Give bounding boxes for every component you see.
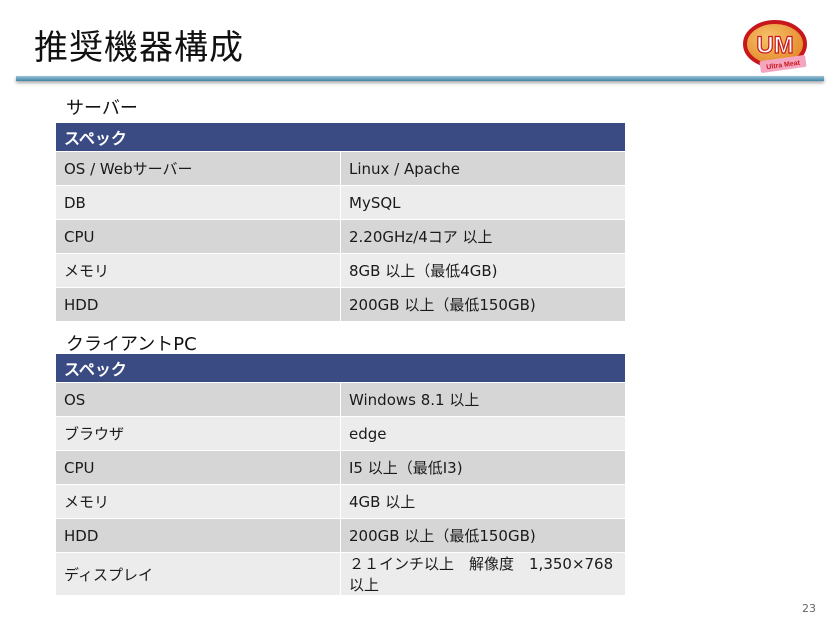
server-spec-header: スペック [56, 123, 625, 152]
spec-item: メモリ [56, 253, 341, 288]
spec-value: 200GB 以上（最低150GB) [340, 518, 625, 553]
spec-value: Windows 8.1 以上 [340, 382, 625, 417]
table-row: HDD 200GB 以上（最低150GB) [56, 518, 625, 553]
client-spec-header: スペック [56, 354, 625, 383]
spec-item: CPU [56, 450, 341, 485]
spec-item: HDD [56, 287, 341, 322]
table-row: OS / Webサーバー Linux / Apache [56, 151, 625, 186]
spec-value: 4GB 以上 [340, 484, 625, 519]
server-section-label: サーバー [66, 98, 138, 119]
spec-value: 2.20GHz/4コア 以上 [340, 219, 625, 254]
spec-value: Linux / Apache [340, 151, 625, 186]
spec-value: MySQL [340, 185, 625, 220]
svg-text:Ultra Meat: Ultra Meat [766, 60, 801, 72]
table-row: ディスプレイ ２１インチ以上 解像度 1,350×768以上 [56, 552, 625, 596]
spec-item: OS [56, 382, 341, 417]
table-row: HDD 200GB 以上（最低150GB) [56, 287, 625, 322]
svg-text:UM: UM [756, 32, 793, 59]
slide-title: 推奨機器構成 [34, 28, 244, 68]
client-spec-table: スペック OS Windows 8.1 以上 ブラウザ edge CPU I5 … [56, 354, 625, 596]
client-section-label: クライアントPC [66, 334, 197, 355]
spec-item: HDD [56, 518, 341, 553]
table-row: CPU 2.20GHz/4コア 以上 [56, 219, 625, 254]
page-number: 23 [802, 602, 816, 615]
spec-item: ブラウザ [56, 416, 341, 451]
title-divider [16, 76, 824, 81]
spec-value: edge [340, 416, 625, 451]
spec-item: OS / Webサーバー [56, 151, 341, 186]
table-row: メモリ 8GB 以上（最低4GB) [56, 253, 625, 288]
spec-item: DB [56, 185, 341, 220]
ultra-meat-logo: UM Ultra Meat [743, 20, 807, 73]
spec-value: 200GB 以上（最低150GB) [340, 287, 625, 322]
spec-value: ２１インチ以上 解像度 1,350×768以上 [340, 552, 625, 596]
spec-item: ディスプレイ [56, 552, 341, 596]
spec-value: 8GB 以上（最低4GB) [340, 253, 625, 288]
table-row: メモリ 4GB 以上 [56, 484, 625, 519]
server-spec-table: スペック OS / Webサーバー Linux / Apache DB MySQ… [56, 123, 625, 322]
table-row: CPU I5 以上（最低I3) [56, 450, 625, 485]
spec-item: メモリ [56, 484, 341, 519]
table-row: ブラウザ edge [56, 416, 625, 451]
table-row: OS Windows 8.1 以上 [56, 382, 625, 417]
spec-item: CPU [56, 219, 341, 254]
spec-value: I5 以上（最低I3) [340, 450, 625, 485]
table-row: DB MySQL [56, 185, 625, 220]
